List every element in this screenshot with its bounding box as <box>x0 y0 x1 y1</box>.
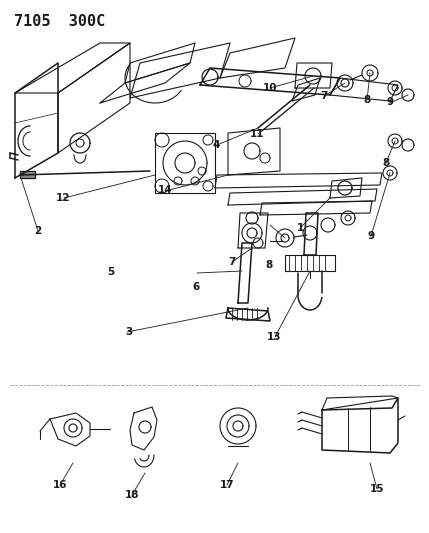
Text: 10: 10 <box>263 84 278 93</box>
Text: 13: 13 <box>267 332 282 342</box>
Text: 6: 6 <box>193 282 200 292</box>
Text: 2: 2 <box>34 226 41 236</box>
Text: 3: 3 <box>125 327 132 336</box>
Polygon shape <box>20 171 35 178</box>
Text: 11: 11 <box>250 130 265 139</box>
Text: 12: 12 <box>56 193 71 203</box>
Text: 18: 18 <box>125 490 139 499</box>
Text: 15: 15 <box>369 484 384 494</box>
Text: 8: 8 <box>363 95 370 105</box>
Text: 7: 7 <box>320 91 328 101</box>
Text: 17: 17 <box>220 480 235 490</box>
Text: 7105  300C: 7105 300C <box>14 14 105 29</box>
Text: 1: 1 <box>297 223 304 233</box>
Text: 16: 16 <box>53 480 67 490</box>
Text: 7: 7 <box>228 257 236 267</box>
Text: 14: 14 <box>158 185 172 195</box>
Text: 9: 9 <box>368 231 375 240</box>
Text: 8: 8 <box>383 158 390 167</box>
Text: 9: 9 <box>387 98 394 107</box>
Text: 8: 8 <box>266 261 273 270</box>
Text: 4: 4 <box>213 140 221 150</box>
Text: 5: 5 <box>107 267 114 277</box>
